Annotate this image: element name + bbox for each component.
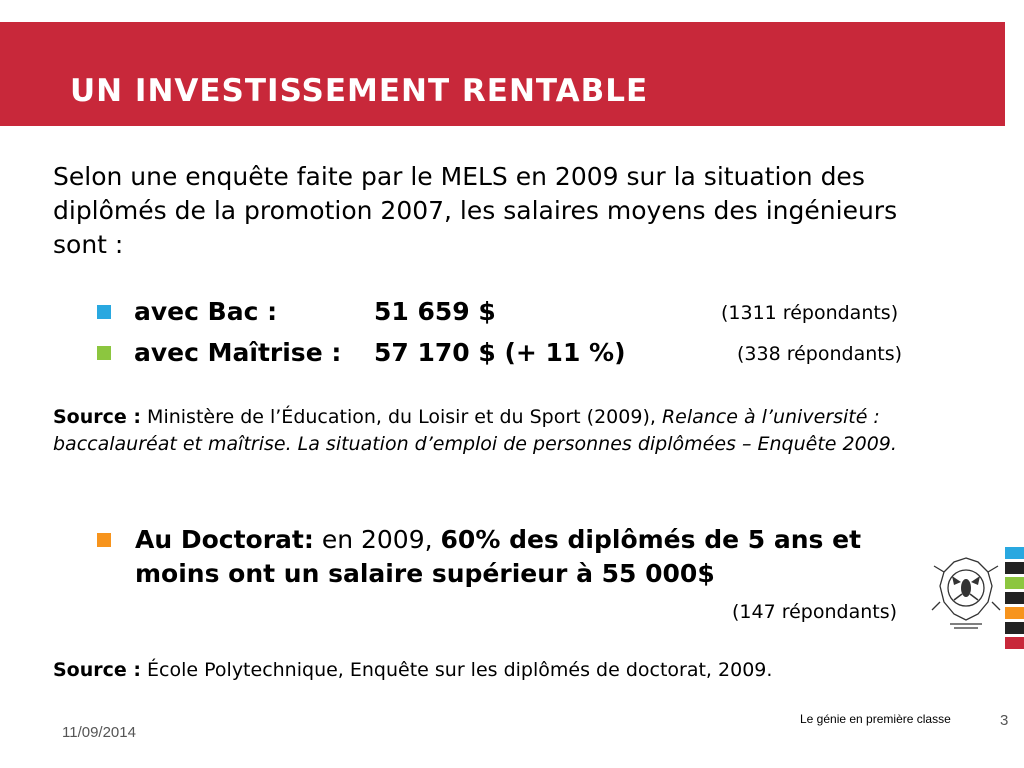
stripe [1005, 622, 1024, 634]
source-text: Ministère de l’Éducation, du Loisir et d… [147, 406, 656, 428]
bullet-doctorat: Au Doctorat: en 2009, 60% des diplômés d… [135, 523, 935, 591]
stripe [1005, 607, 1024, 619]
intro-paragraph: Selon une enquête faite par le MELS en 2… [53, 162, 898, 259]
bullet-label: avec Bac : [134, 297, 278, 326]
source-note-2: Source : École Polytechnique, Enquête su… [53, 657, 933, 683]
source-label: Source : [53, 406, 141, 428]
respondents-doctorat: (147 répondants) [732, 601, 898, 623]
bullet-value: 51 659 $ [374, 297, 496, 326]
source-label: Source : [53, 659, 141, 681]
footer-date: 11/09/2014 [62, 724, 136, 741]
source-title: Relance à l’université : baccalauréat et… [53, 406, 897, 455]
source-text: École Polytechnique, Enquête sur les dip… [147, 659, 773, 681]
bullet-square-blue [97, 305, 111, 319]
title-bar [0, 22, 1005, 126]
doctorat-label: Au Doctorat: [135, 525, 314, 554]
respondents-bac: (1311 répondants) [721, 302, 899, 324]
bullet-square-orange [97, 533, 111, 547]
doctorat-year: en 2009, [321, 525, 433, 554]
bullet-value: 57 170 $ (+ 11 %) [374, 338, 626, 367]
polytechnique-seal-icon [931, 557, 1001, 629]
doctorat-statement: 60% des diplômés de 5 ans et moins ont u… [135, 525, 862, 588]
source-note-1: Source : Ministère de l’Éducation, du Lo… [53, 404, 933, 458]
page-number: 3 [1000, 712, 1009, 729]
stripe [1005, 592, 1024, 604]
footer-tagline: Le génie en première classe [800, 712, 951, 726]
color-stripes [1005, 547, 1024, 652]
stripe [1005, 547, 1024, 559]
respondents-maitrise: (338 répondants) [737, 343, 903, 365]
bullet-label: avec Maîtrise : [134, 338, 342, 367]
stripe [1005, 577, 1024, 589]
slide-title: UN INVESTISSEMENT RENTABLE [70, 73, 649, 109]
stripe [1005, 562, 1024, 574]
bullet-square-green [97, 346, 111, 360]
stripe [1005, 637, 1024, 649]
